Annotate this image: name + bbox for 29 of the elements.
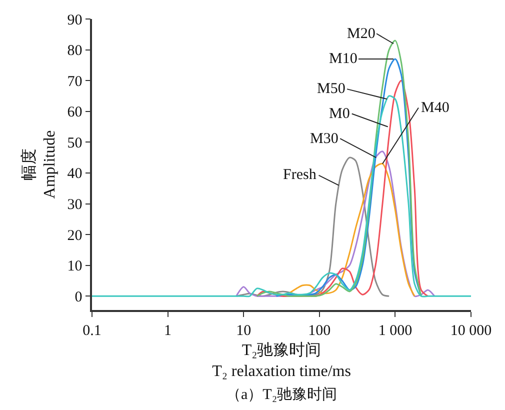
y-tick-label: 50 (67, 135, 82, 152)
x-tick-label: 100 (308, 322, 331, 339)
x-tick-label: 1 000 (378, 322, 412, 339)
y-tick-label: 80 (67, 43, 82, 60)
y-tick-label: 10 (67, 258, 82, 275)
y-tick-label: 70 (67, 74, 82, 90)
y-tick-label: 20 (67, 228, 82, 244)
line-series (236, 156, 390, 297)
text: （a）T₂驰豫时间 (226, 386, 338, 403)
annotation: Fresh (283, 167, 317, 183)
x-tick-label: 10 000 (450, 322, 492, 339)
x-tick-label: 10 (236, 322, 252, 339)
annotation: M20 (347, 26, 376, 42)
annotation: M10 (329, 51, 358, 67)
y-tick-label: 60 (67, 104, 82, 121)
y-tick-label: 40 (67, 166, 82, 182)
line-series (236, 150, 436, 298)
y-tick-label: 30 (67, 197, 82, 214)
annotation: M30 (310, 131, 338, 147)
x-tick-label: 0.1 (82, 322, 102, 339)
y-axis-title: 幅度 Amplitude (20, 130, 59, 199)
line-series (256, 40, 422, 297)
y-tick-label: 90 (67, 12, 82, 28)
annotation: M40 (421, 100, 450, 116)
annotation: M0 (329, 106, 350, 122)
x-axis-title: T₂驰豫时间 T₂ relaxation time/ms (212, 340, 351, 380)
x-tick-label: 1 (164, 322, 172, 339)
annotation: M50 (317, 81, 346, 97)
y-tick-label: 0 (74, 289, 82, 306)
